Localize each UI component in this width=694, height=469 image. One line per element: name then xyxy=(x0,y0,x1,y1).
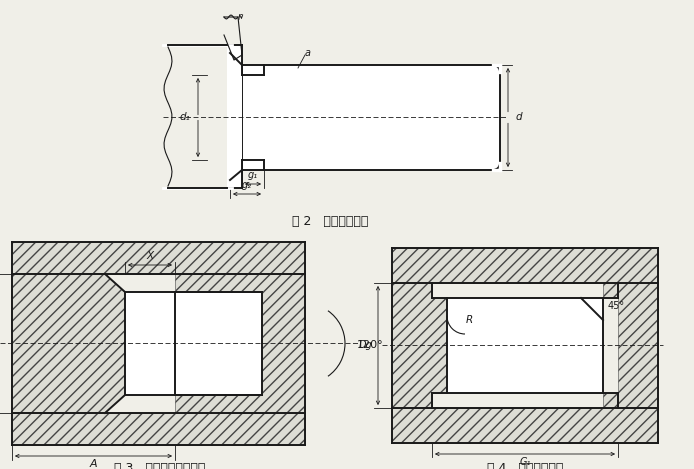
Text: 图 3   内螺纹收尾和肩距: 图 3 内螺纹收尾和肩距 xyxy=(115,462,205,469)
Text: 图 4   内螺纹退刀槽: 图 4 内螺纹退刀槽 xyxy=(486,462,564,469)
Bar xyxy=(242,65,500,170)
Polygon shape xyxy=(392,408,658,443)
Text: g₂: g₂ xyxy=(242,180,252,190)
Bar xyxy=(447,298,603,393)
Bar xyxy=(227,45,242,188)
Polygon shape xyxy=(392,283,447,408)
Polygon shape xyxy=(12,413,305,445)
Text: Dg: Dg xyxy=(358,340,372,350)
Polygon shape xyxy=(175,274,305,413)
Text: R: R xyxy=(466,315,473,325)
Text: g₁: g₁ xyxy=(248,170,258,180)
Text: 45°: 45° xyxy=(608,301,625,311)
Polygon shape xyxy=(603,283,658,408)
Polygon shape xyxy=(12,274,125,413)
Text: d₁: d₁ xyxy=(179,113,190,122)
Text: 图 2   外螺纹退刀槽: 图 2 外螺纹退刀槽 xyxy=(291,215,369,228)
Text: X: X xyxy=(146,251,153,261)
Polygon shape xyxy=(392,248,658,283)
Text: d: d xyxy=(516,113,523,122)
Polygon shape xyxy=(12,242,305,274)
Text: 120°: 120° xyxy=(357,340,384,349)
Bar xyxy=(125,292,262,395)
Text: a: a xyxy=(305,48,311,58)
Text: r: r xyxy=(238,12,242,22)
Text: A: A xyxy=(90,459,97,469)
Text: G₁: G₁ xyxy=(519,457,531,467)
